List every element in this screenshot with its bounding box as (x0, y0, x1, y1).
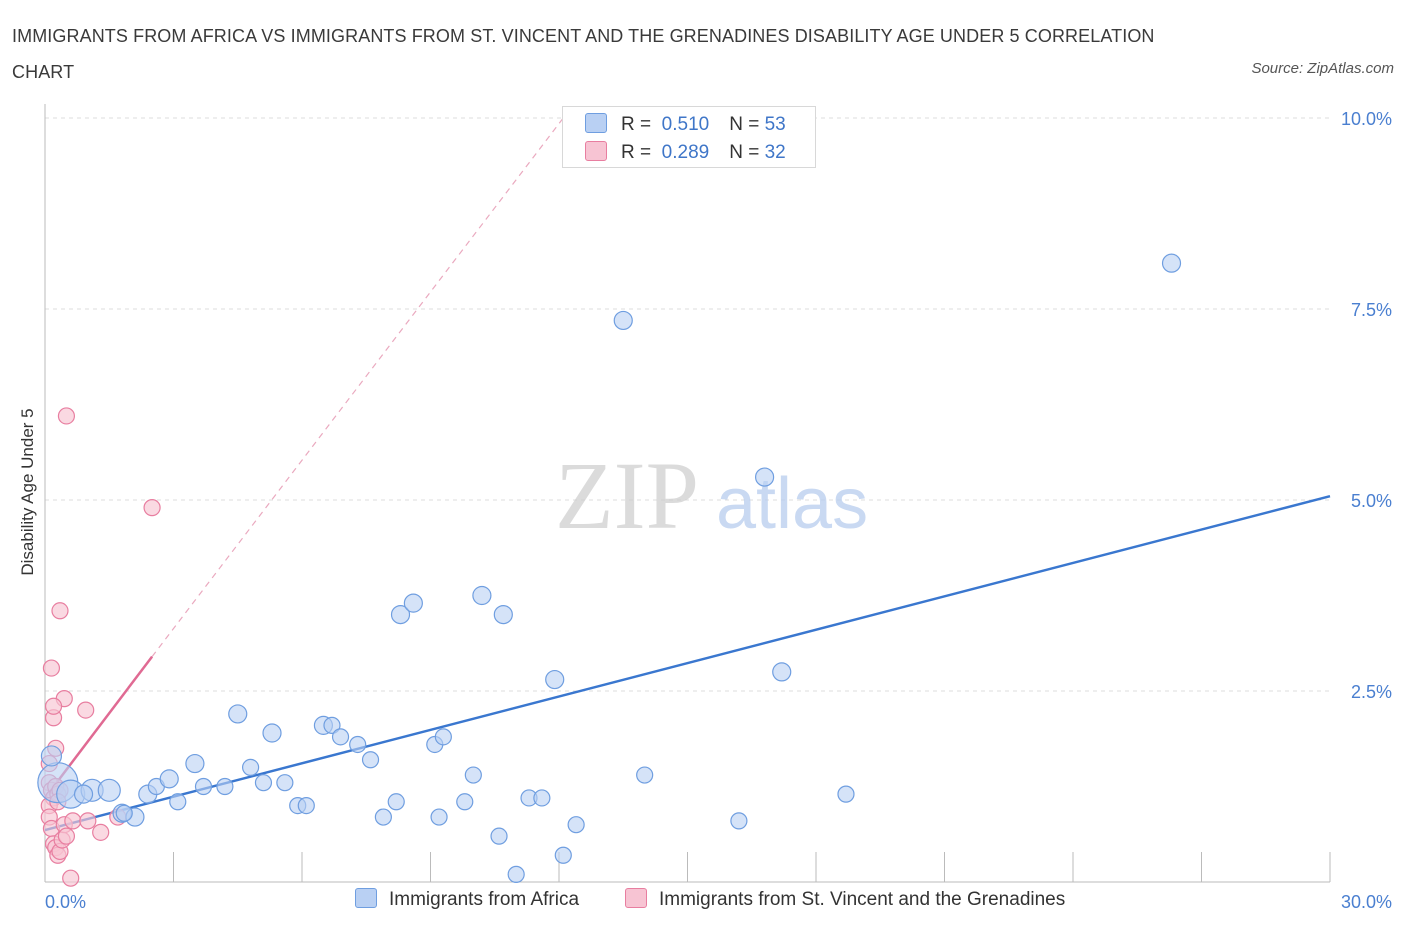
legend-swatch-africa (585, 113, 607, 133)
point-africa-20 (297, 796, 315, 815)
point-st-vincent-21 (51, 602, 69, 620)
x-tick-label-1: 30.0% (1341, 892, 1392, 912)
watermark-zip: ZIP (555, 442, 699, 549)
y-tick-label-2: 7.5% (1351, 300, 1392, 320)
point-africa-15 (242, 758, 260, 777)
point-africa-10 (169, 793, 187, 811)
point-africa-22 (323, 716, 341, 734)
legend-row-africa: R = 0.510 N = 53 (585, 113, 786, 137)
point-africa-43 (567, 816, 585, 834)
bottom-legend-africa: Immigrants from Africa (355, 888, 579, 911)
point-africa-49 (837, 785, 855, 803)
bottom-legend-swatch-africa (355, 888, 377, 908)
legend-row-st-vincent: R = 0.289 N = 32 (585, 141, 786, 165)
point-africa-18 (276, 774, 294, 792)
point-st-vincent-23 (44, 697, 63, 715)
point-st-vincent-25 (57, 407, 76, 425)
legend-swatch-st-vincent (585, 141, 607, 161)
point-africa-44 (613, 310, 633, 331)
y-tick-labels: 2.5% 5.0% 7.5% 10.0% (1341, 109, 1392, 702)
point-africa-33 (456, 793, 474, 811)
point-africa-11 (185, 753, 205, 774)
watermark-atlas: atlas (716, 464, 868, 544)
point-africa-17 (262, 723, 282, 743)
legend-r-value: 0.510 (661, 114, 710, 135)
points-africa (37, 253, 1182, 883)
point-africa-35 (472, 585, 492, 606)
point-africa-50 (1161, 253, 1182, 273)
point-africa-27 (387, 793, 405, 811)
legend-r-label: R = (621, 142, 652, 163)
point-africa-26 (374, 808, 392, 826)
point-africa-25 (361, 751, 380, 769)
point-st-vincent-15 (57, 827, 76, 845)
x-tick-labels: 0.0% 30.0% (45, 892, 1392, 912)
point-africa-3 (97, 778, 121, 802)
legend-n-label: N = (729, 114, 760, 135)
point-africa-29 (403, 593, 423, 613)
bottom-legend-label-africa: Immigrants from Africa (389, 889, 580, 910)
point-africa-42 (554, 846, 572, 864)
watermark: ZIP atlas (555, 442, 868, 549)
point-africa-34 (464, 766, 482, 784)
point-africa-40 (533, 789, 551, 807)
point-africa-12 (194, 777, 213, 796)
point-africa-31 (430, 808, 448, 826)
point-st-vincent-18 (92, 823, 110, 841)
y-tick-label-3: 10.0% (1341, 109, 1392, 129)
point-africa-36 (493, 604, 513, 625)
point-africa-9 (159, 769, 179, 789)
legend-n-value: 53 (764, 114, 786, 135)
x-tick-label-0: 0.0% (45, 892, 86, 912)
point-africa-52 (115, 804, 133, 822)
point-africa-47 (754, 467, 775, 487)
point-africa-46 (730, 812, 748, 830)
point-africa-24 (349, 735, 367, 754)
point-africa-14 (228, 704, 248, 724)
legend-n-label: N = (729, 142, 760, 163)
bottom-legend-st-vincent: Immigrants from St. Vincent and the Gren… (625, 888, 1065, 911)
bottom-legend-label-st-vincent: Immigrants from St. Vincent and the Gren… (659, 889, 1066, 910)
point-africa-51 (40, 745, 63, 767)
y-axis-label: Disability Age Under 5 (18, 408, 37, 575)
point-st-vincent-28 (62, 869, 80, 887)
y-tick-label-0: 2.5% (1351, 682, 1392, 702)
trend-line-st-vincent-extension (151, 117, 564, 657)
point-st-vincent-27 (77, 701, 95, 719)
point-africa-41 (545, 669, 565, 690)
legend-r-label: R = (621, 114, 652, 135)
point-africa-38 (507, 865, 525, 883)
source-label: Source: ZipAtlas.com (1251, 60, 1394, 77)
chart-title: IMMIGRANTS FROM AFRICA VS IMMIGRANTS FRO… (12, 26, 1155, 82)
point-africa-23 (331, 728, 350, 746)
bottom-legend-swatch-st-vincent (625, 888, 647, 908)
point-st-vincent-17 (79, 812, 97, 830)
point-st-vincent-16 (64, 812, 82, 830)
point-africa-13 (216, 777, 234, 796)
correlation-legend: R = 0.510 N = 53 R = 0.289 N = 32 (562, 106, 816, 168)
grid-lines (45, 117, 1330, 692)
legend-n-value: 32 (764, 142, 786, 163)
point-st-vincent-26 (143, 499, 161, 517)
point-africa-28 (390, 604, 411, 625)
point-africa-16 (254, 774, 273, 792)
point-africa-48 (772, 662, 792, 682)
legend-r-value: 0.289 (661, 142, 710, 163)
trend-line-africa (44, 494, 1331, 832)
point-africa-4 (73, 784, 94, 804)
point-africa-32 (434, 728, 452, 746)
point-africa-37 (490, 827, 508, 845)
y-tick-label-1: 5.0% (1351, 491, 1392, 511)
point-st-vincent-20 (42, 659, 61, 677)
point-africa-45 (636, 766, 654, 784)
